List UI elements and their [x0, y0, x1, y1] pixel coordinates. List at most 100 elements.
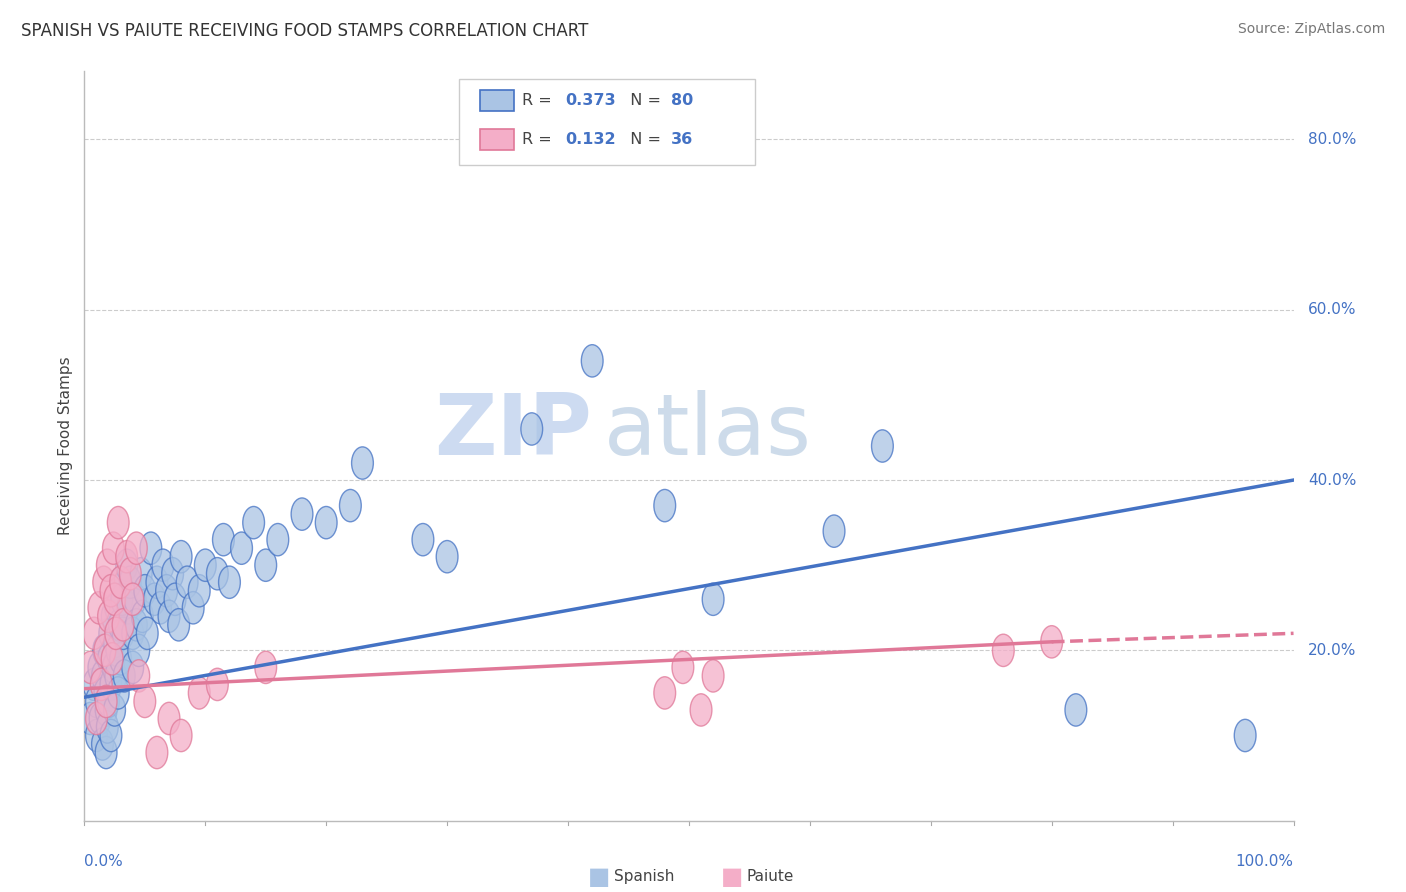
Ellipse shape [114, 660, 135, 692]
Ellipse shape [212, 524, 235, 556]
Text: 100.0%: 100.0% [1236, 855, 1294, 870]
Ellipse shape [100, 719, 122, 752]
Ellipse shape [690, 694, 711, 726]
Ellipse shape [1064, 694, 1087, 726]
Text: 36: 36 [671, 132, 693, 147]
Ellipse shape [194, 549, 217, 582]
Ellipse shape [131, 558, 152, 590]
Text: 0.0%: 0.0% [84, 855, 124, 870]
Ellipse shape [823, 515, 845, 548]
Ellipse shape [412, 524, 434, 556]
Ellipse shape [90, 668, 112, 700]
Ellipse shape [702, 583, 724, 615]
Ellipse shape [105, 591, 127, 624]
Ellipse shape [108, 608, 131, 641]
Ellipse shape [120, 566, 141, 599]
Ellipse shape [120, 558, 141, 590]
Ellipse shape [115, 549, 138, 582]
Ellipse shape [149, 591, 172, 624]
Text: 20.0%: 20.0% [1308, 643, 1357, 657]
Ellipse shape [100, 668, 122, 700]
Ellipse shape [105, 634, 128, 666]
Ellipse shape [132, 600, 153, 632]
Ellipse shape [91, 728, 114, 760]
Ellipse shape [1040, 625, 1063, 658]
Ellipse shape [115, 541, 138, 573]
Ellipse shape [157, 600, 180, 632]
Ellipse shape [654, 490, 676, 522]
Ellipse shape [315, 507, 337, 539]
Ellipse shape [111, 583, 132, 615]
Ellipse shape [107, 507, 129, 539]
Ellipse shape [291, 498, 314, 530]
Text: SPANISH VS PAIUTE RECEIVING FOOD STAMPS CORRELATION CHART: SPANISH VS PAIUTE RECEIVING FOOD STAMPS … [21, 22, 589, 40]
Ellipse shape [207, 558, 228, 590]
Text: ■: ■ [588, 865, 610, 888]
Ellipse shape [103, 651, 124, 683]
Ellipse shape [170, 541, 193, 573]
Text: N =: N = [620, 132, 666, 147]
Ellipse shape [86, 719, 107, 752]
Ellipse shape [91, 660, 114, 692]
Text: Spanish: Spanish [614, 870, 675, 884]
Ellipse shape [872, 430, 893, 462]
Ellipse shape [97, 600, 120, 632]
Ellipse shape [104, 583, 125, 615]
Ellipse shape [97, 711, 118, 743]
Ellipse shape [122, 617, 143, 649]
Ellipse shape [107, 677, 129, 709]
Ellipse shape [167, 608, 190, 641]
Ellipse shape [100, 574, 122, 607]
Text: 80.0%: 80.0% [1308, 132, 1357, 147]
Ellipse shape [105, 660, 127, 692]
Ellipse shape [93, 566, 115, 599]
Ellipse shape [254, 549, 277, 582]
Ellipse shape [93, 634, 115, 666]
Ellipse shape [112, 608, 134, 641]
Y-axis label: Receiving Food Stamps: Receiving Food Stamps [58, 357, 73, 535]
Ellipse shape [86, 702, 107, 735]
Text: 60.0%: 60.0% [1308, 302, 1357, 318]
Ellipse shape [352, 447, 374, 479]
Ellipse shape [94, 677, 115, 709]
FancyBboxPatch shape [460, 78, 755, 165]
Text: 40.0%: 40.0% [1308, 473, 1357, 488]
Text: R =: R = [522, 132, 557, 147]
Text: N =: N = [620, 93, 666, 108]
Ellipse shape [89, 702, 111, 735]
Ellipse shape [128, 634, 149, 666]
Ellipse shape [124, 583, 146, 615]
Ellipse shape [97, 642, 120, 675]
Ellipse shape [89, 651, 110, 683]
Ellipse shape [128, 660, 149, 692]
Text: 0.132: 0.132 [565, 132, 616, 147]
Ellipse shape [702, 660, 724, 692]
Ellipse shape [136, 617, 157, 649]
Ellipse shape [80, 651, 101, 683]
Ellipse shape [112, 617, 134, 649]
Text: 0.373: 0.373 [565, 93, 616, 108]
Ellipse shape [122, 651, 143, 683]
Ellipse shape [436, 541, 458, 573]
Ellipse shape [89, 591, 110, 624]
Ellipse shape [97, 549, 118, 582]
Ellipse shape [188, 574, 209, 607]
Ellipse shape [146, 566, 167, 599]
Ellipse shape [96, 737, 117, 769]
Ellipse shape [165, 583, 186, 615]
Ellipse shape [157, 702, 180, 735]
Ellipse shape [104, 625, 125, 658]
Ellipse shape [110, 642, 132, 675]
Ellipse shape [104, 694, 125, 726]
Ellipse shape [86, 685, 107, 717]
Ellipse shape [96, 694, 117, 726]
Ellipse shape [520, 413, 543, 445]
Text: Paiute: Paiute [747, 870, 794, 884]
Ellipse shape [122, 583, 143, 615]
Ellipse shape [156, 574, 177, 607]
FancyBboxPatch shape [479, 90, 513, 112]
Ellipse shape [188, 677, 209, 709]
Ellipse shape [96, 685, 117, 717]
Text: ■: ■ [721, 865, 744, 888]
Ellipse shape [672, 651, 693, 683]
